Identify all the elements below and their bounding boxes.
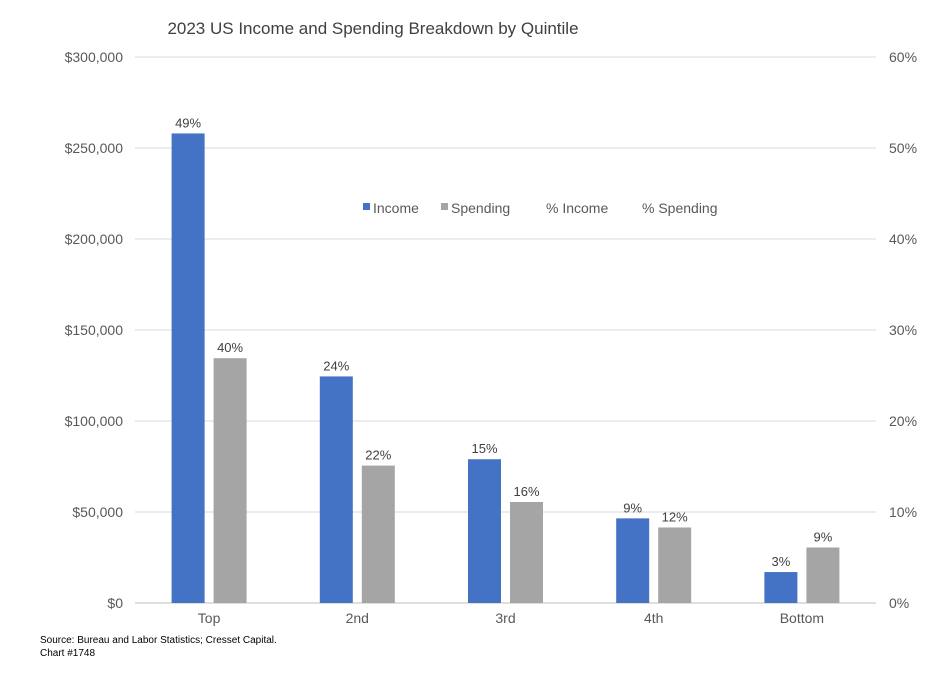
y-tick-label: $0: [107, 595, 123, 611]
data-label: 49%: [175, 115, 201, 130]
legend-entry: % Spending: [642, 200, 718, 216]
y-tick-label: $150,000: [65, 322, 124, 338]
x-axis: Top 2nd 3rd 4th Bottom: [198, 610, 824, 626]
legend-marker-income: [363, 203, 370, 210]
bar-income-3rd: [468, 459, 501, 603]
gridlines: [135, 56, 876, 604]
legend-entry: % Income: [546, 200, 608, 216]
legend-background: [347, 190, 739, 238]
chart-title: 2023 US Income and Spending Breakdown by…: [167, 19, 578, 38]
x-tick-label: Bottom: [780, 610, 824, 626]
bars: [171, 133, 840, 603]
data-label: 9%: [814, 529, 833, 544]
bar-spending-2nd: [361, 465, 395, 603]
bar-income-4th: [616, 518, 650, 603]
data-label: 3%: [772, 554, 791, 569]
data-label: 22%: [365, 448, 391, 463]
data-label: 24%: [323, 358, 349, 373]
bar-spending-bottom: [806, 547, 840, 603]
y2-tick-label: 60%: [889, 49, 917, 65]
x-tick-label: Top: [198, 610, 221, 626]
x-tick-label: 2nd: [346, 610, 369, 626]
x-tick-label: 4th: [644, 610, 663, 626]
data-labels: 49% 40% 24% 22% 15% 16% 9% 12% 3% 9%: [175, 115, 833, 569]
y-axis-left: $0 $50,000 $100,000 $150,000 $200,000 $250,00…: [65, 49, 124, 611]
bar-income-bottom: [764, 572, 798, 603]
legend-marker-spending: [441, 203, 448, 210]
bar-spending-top: [213, 358, 247, 603]
data-label: 12%: [662, 509, 688, 524]
legend-entry: Income: [373, 200, 419, 216]
y-tick-label: $50,000: [72, 504, 123, 520]
legend-entry: Spending: [451, 200, 510, 216]
chart-id: Chart #1748: [40, 648, 96, 659]
y-tick-label: $300,000: [65, 49, 124, 65]
data-label: 40%: [217, 340, 243, 355]
y2-tick-label: 20%: [889, 413, 917, 429]
y-tick-label: $100,000: [65, 413, 124, 429]
source-note: Source: Bureau and Labor Statistics; Cre…: [40, 634, 277, 660]
data-label: 16%: [513, 484, 539, 499]
y-axis-right: 0% 10% 20% 30% 40% 50% 60%: [889, 49, 917, 611]
bar-income-2nd: [319, 376, 353, 603]
data-label: 9%: [623, 500, 642, 515]
bar-income-top: [171, 133, 205, 603]
source-line: Source: Bureau and Labor Statistics; Cre…: [40, 635, 277, 646]
bar-spending-4th: [658, 527, 692, 603]
bar-spending-3rd: [510, 501, 543, 603]
y2-tick-label: 10%: [889, 504, 917, 520]
y2-tick-label: 30%: [889, 322, 917, 338]
x-tick-label: 3rd: [495, 610, 515, 626]
y2-tick-label: 50%: [889, 140, 917, 156]
y-tick-label: $250,000: [65, 140, 124, 156]
data-label: 15%: [471, 441, 497, 456]
y2-tick-label: 40%: [889, 231, 917, 247]
y2-tick-label: 0%: [889, 595, 909, 611]
y-tick-label: $200,000: [65, 231, 124, 247]
legend: Income Spending % Income % Spending: [347, 190, 739, 238]
